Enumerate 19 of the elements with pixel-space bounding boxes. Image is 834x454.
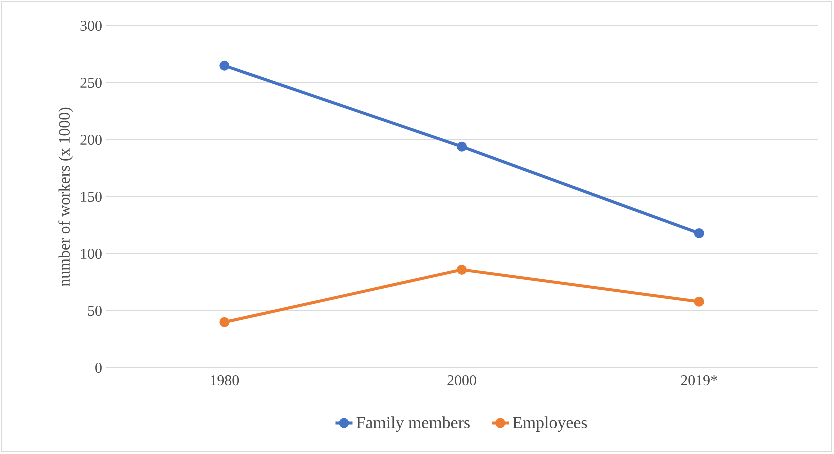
point — [457, 264, 468, 275]
y-tick-label: 300 — [80, 20, 102, 32]
point — [694, 228, 704, 238]
x-tick-label: 2000 — [448, 376, 476, 386]
y-tick-label: 0 — [96, 362, 102, 374]
y-tick-label: 200 — [80, 134, 102, 146]
y-tick-label: 150 — [81, 192, 102, 202]
x-tick-label: 1980 — [211, 376, 240, 386]
y-tick-label: 50 — [88, 306, 102, 316]
point — [220, 317, 230, 328]
legend-label: Family members — [356, 416, 470, 432]
point — [457, 142, 468, 152]
x-tick-label: 2019* — [681, 376, 718, 386]
legend-label: Employees — [513, 416, 588, 432]
y-tick-label: 250 — [80, 78, 102, 88]
y-axis-title: number of workers (x 1000) — [58, 108, 74, 286]
y-tick-label: 100 — [81, 248, 102, 260]
point — [694, 296, 704, 307]
point — [220, 60, 230, 71]
